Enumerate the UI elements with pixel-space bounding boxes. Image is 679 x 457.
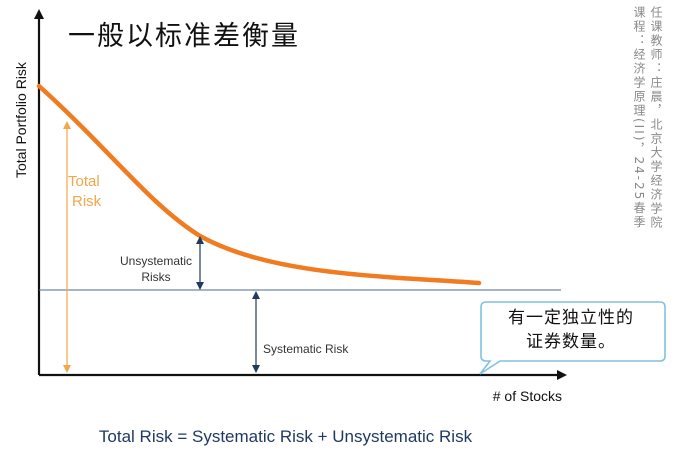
callout-text: 有一定独立性的 证券数量。 [478, 306, 664, 354]
callout-bubble [479, 301, 666, 375]
unsystematic-risk-label: Unsystematic [120, 254, 192, 268]
credit-instructor: 任课教师：庄晨，北京大学经济学院 [649, 6, 663, 230]
unsystematic-risk-label-2: Risks [141, 270, 170, 284]
callout-line-2: 证券数量。 [526, 332, 616, 352]
callout-line-1: 有一定独立性的 [508, 308, 634, 328]
slide-title: 一般以标准差衡量 [68, 21, 300, 52]
total-risk-curve [36, 83, 482, 286]
systematic-risk-label: Systematic Risk [263, 342, 349, 356]
risk-formula: Total Risk = Systematic Risk + Unsystema… [98, 427, 473, 446]
credit-course: 课程：经济学原理(II)，24-25春季 [632, 6, 646, 230]
total-risk-label-2: Risk [72, 193, 102, 210]
x-axis-label: # of Stocks [493, 388, 562, 404]
y-axis-label: Total Portfolio Risk [13, 61, 29, 178]
total-risk-label: Total [68, 173, 100, 190]
